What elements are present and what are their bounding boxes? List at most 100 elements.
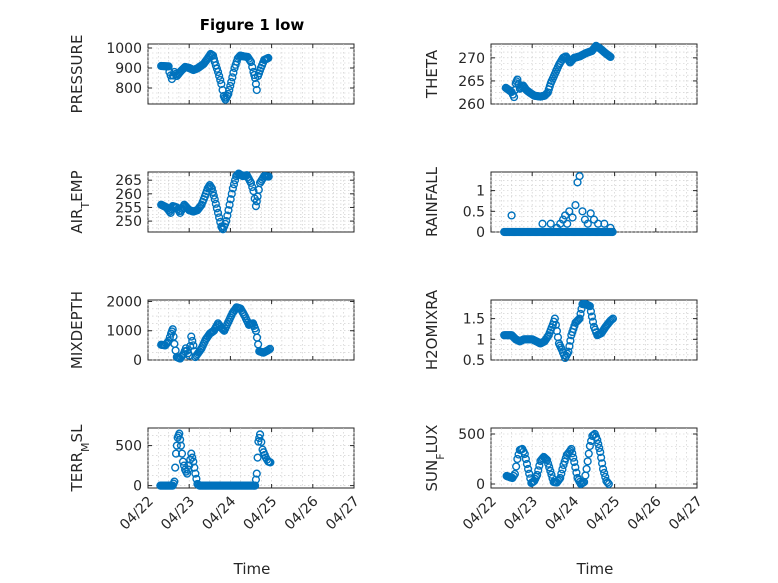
data-point bbox=[568, 449, 577, 458]
y-tick-label: 260 bbox=[458, 97, 485, 113]
data-point bbox=[546, 219, 555, 228]
x-tick-label: 04/27 bbox=[323, 494, 363, 534]
data-point bbox=[224, 206, 233, 215]
data-point bbox=[253, 453, 262, 462]
x-tick-label: 04/27 bbox=[666, 494, 706, 534]
y-tick-label: 0 bbox=[133, 353, 142, 369]
data-point bbox=[209, 191, 218, 200]
x-axis-label-left: Time bbox=[233, 560, 271, 578]
data-point bbox=[546, 466, 555, 476]
data-point bbox=[171, 463, 180, 472]
data-point bbox=[254, 437, 263, 446]
data-point bbox=[542, 89, 551, 98]
y-tick-label: 270 bbox=[458, 51, 485, 67]
data-point bbox=[252, 85, 261, 95]
data-point bbox=[224, 89, 233, 99]
data-point bbox=[568, 213, 577, 222]
data-point bbox=[569, 453, 578, 462]
subplot-7: 0 500 04/22 04/23 04/24 04/25 04/26 04/27 TERRMS… bbox=[68, 424, 363, 533]
data-point bbox=[255, 433, 264, 443]
data-point bbox=[228, 184, 237, 193]
y-tick-label: 0 bbox=[133, 479, 142, 495]
data-point bbox=[183, 469, 192, 478]
data-point bbox=[215, 213, 224, 222]
data-point bbox=[607, 315, 616, 324]
data-point bbox=[246, 178, 256, 188]
subplot-8: 0 500 04/22 04/23 04/24 04/25 04/26 04/27 SUNFLU… bbox=[423, 425, 706, 534]
x-axis-label-right: Time bbox=[576, 560, 614, 578]
data-point bbox=[557, 469, 566, 478]
axes-frame bbox=[147, 299, 355, 361]
y-tick-label: 500 bbox=[115, 439, 142, 455]
data-point bbox=[582, 464, 591, 474]
y-tick-label: 265 bbox=[115, 173, 142, 189]
data-point bbox=[575, 314, 584, 323]
x-tick-label: 04/22 bbox=[460, 494, 500, 534]
y-axis-label: RAINFALL bbox=[423, 166, 441, 237]
data-point bbox=[586, 307, 596, 316]
data-point bbox=[567, 444, 576, 454]
data-point bbox=[608, 314, 618, 323]
data-point bbox=[265, 344, 275, 353]
data-point bbox=[223, 211, 232, 220]
data-point bbox=[585, 302, 594, 311]
data-point bbox=[597, 453, 606, 462]
data-point bbox=[558, 465, 567, 474]
data-point bbox=[213, 67, 223, 77]
data-point bbox=[512, 462, 521, 471]
data-point bbox=[251, 79, 261, 89]
data-point bbox=[225, 85, 234, 95]
data-point bbox=[507, 211, 516, 220]
data-point bbox=[225, 200, 234, 209]
y-tick-label: 1000 bbox=[106, 41, 142, 57]
data-point bbox=[595, 443, 604, 453]
data-point bbox=[226, 81, 235, 91]
data-point bbox=[597, 459, 607, 468]
x-tick-label: 04/25 bbox=[584, 494, 624, 534]
data-point bbox=[584, 449, 593, 458]
y-tick-label: 500 bbox=[458, 427, 485, 443]
data-point bbox=[544, 459, 553, 468]
data-point bbox=[604, 479, 613, 489]
data-point bbox=[249, 186, 258, 196]
data-point bbox=[598, 464, 608, 474]
data-point bbox=[211, 199, 220, 208]
subplot-5: 0 1000 2000 MIXDEPTH bbox=[68, 291, 355, 369]
data-point bbox=[533, 470, 542, 480]
y-axis-label: TERRMSL bbox=[68, 424, 92, 493]
data-point bbox=[513, 454, 522, 464]
data-point bbox=[189, 341, 198, 350]
data-point bbox=[227, 77, 236, 87]
x-tick-label: 04/26 bbox=[625, 493, 665, 533]
data-point bbox=[257, 437, 266, 447]
data-point bbox=[606, 223, 615, 232]
data-point bbox=[227, 189, 236, 198]
data-point bbox=[600, 219, 609, 228]
data-point bbox=[570, 457, 579, 467]
data-point bbox=[525, 469, 534, 478]
y-tick-label: 0 bbox=[476, 225, 485, 241]
data-point bbox=[187, 332, 196, 341]
x-tick-label: 04/26 bbox=[282, 493, 322, 533]
data-point bbox=[188, 453, 197, 462]
axes-frame bbox=[490, 171, 698, 233]
data-point bbox=[575, 172, 584, 181]
subplot-4: 0 0.5 1 RAINFALL bbox=[423, 166, 698, 241]
x-tick-label: 04/24 bbox=[199, 493, 239, 533]
data-point bbox=[594, 439, 603, 449]
data-point bbox=[248, 62, 257, 72]
x-tick-label: 04/24 bbox=[542, 493, 582, 533]
data-point bbox=[164, 62, 173, 71]
data-point bbox=[521, 454, 530, 464]
data-point bbox=[586, 209, 595, 218]
data-point bbox=[251, 481, 260, 490]
data-point bbox=[606, 52, 615, 62]
data-point bbox=[226, 195, 235, 204]
data-point bbox=[176, 435, 185, 444]
data-point bbox=[176, 441, 186, 450]
data-point bbox=[563, 219, 572, 228]
y-tick-label: 255 bbox=[115, 200, 142, 216]
y-axis-label: MIXDEPTH bbox=[68, 291, 86, 369]
data-point bbox=[513, 75, 522, 84]
